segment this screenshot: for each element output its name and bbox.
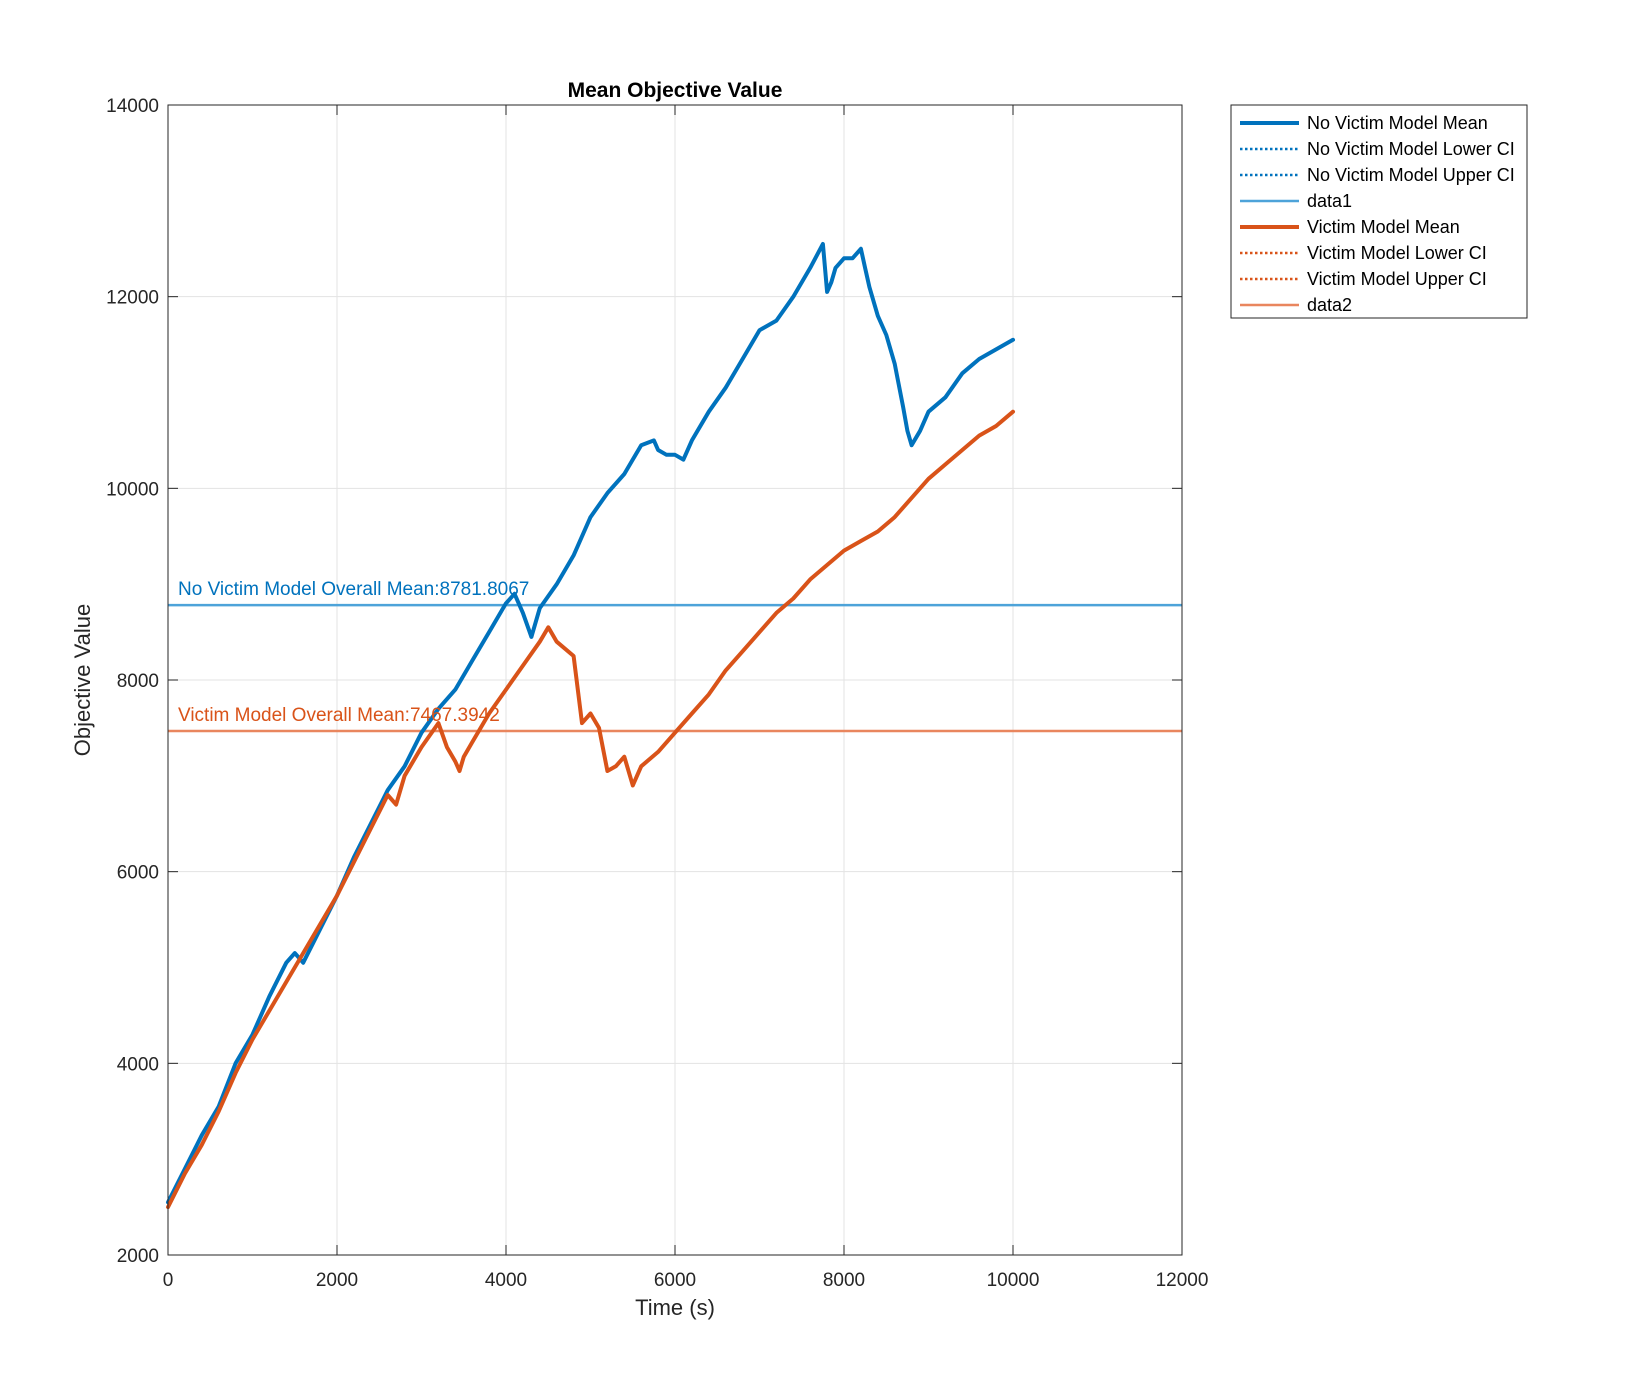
y-tick-label: 4000: [117, 1054, 159, 1075]
legend-box: [1230, 104, 1528, 319]
chart-title: Mean Objective Value: [568, 79, 783, 102]
series-line-victim-model-mean: [166, 409, 1015, 1210]
legend-entry-label: No Victim Model Mean: [1307, 113, 1488, 133]
y-tick-label: 14000: [106, 96, 159, 117]
legend: No Victim Model Mean No Victim Model Lowe…: [1230, 104, 1528, 319]
data2-mean-annotation: Victim Model Overall Mean:7467.3942: [178, 705, 500, 726]
y-tick-label: 2000: [117, 1246, 159, 1267]
legend-entry-label: No Victim Model Lower CI: [1307, 139, 1515, 159]
y-tick-label: 12000: [106, 288, 159, 309]
x-tick-label: 12000: [1156, 1270, 1209, 1291]
tick-labels: 0 2000 4000 6000 8000 10000 120002000400060008…: [106, 96, 1208, 1291]
y-axis-label: Objective Value: [70, 604, 95, 756]
x-tick-label: 8000: [823, 1270, 865, 1291]
x-tick-label: 2000: [316, 1270, 358, 1291]
x-axis-label: Time (s): [635, 1295, 715, 1320]
legend-entry-label: Victim Model Upper CI: [1307, 269, 1487, 289]
legend-entry-label: Victim Model Mean: [1307, 217, 1460, 237]
grid-lines: [168, 105, 1182, 1255]
x-tick-label: 4000: [485, 1270, 527, 1291]
plot-area: 0 2000 4000 6000 8000 10000 120002000400060008…: [106, 96, 1208, 1291]
legend-entry-label: Victim Model Lower CI: [1307, 243, 1487, 263]
x-tick-label: 6000: [654, 1270, 696, 1291]
x-tick-label: 0: [163, 1270, 174, 1291]
y-tick-label: 6000: [117, 863, 159, 884]
y-tick-label: 8000: [117, 671, 159, 692]
annotations: No Victim Model Overall Mean:8781.8067 Vi…: [178, 579, 529, 726]
y-tick-label: 10000: [106, 479, 159, 500]
axis-ticks: [167, 104, 1183, 1256]
x-tick-label: 10000: [987, 1270, 1040, 1291]
legend-entry-label: No Victim Model Upper CI: [1307, 165, 1515, 185]
legend-entry-label: data1: [1307, 191, 1352, 211]
legend-entry-label: data2: [1307, 295, 1352, 315]
data1-mean-annotation: No Victim Model Overall Mean:8781.8067: [178, 579, 529, 600]
series-lines: [166, 242, 1015, 1210]
